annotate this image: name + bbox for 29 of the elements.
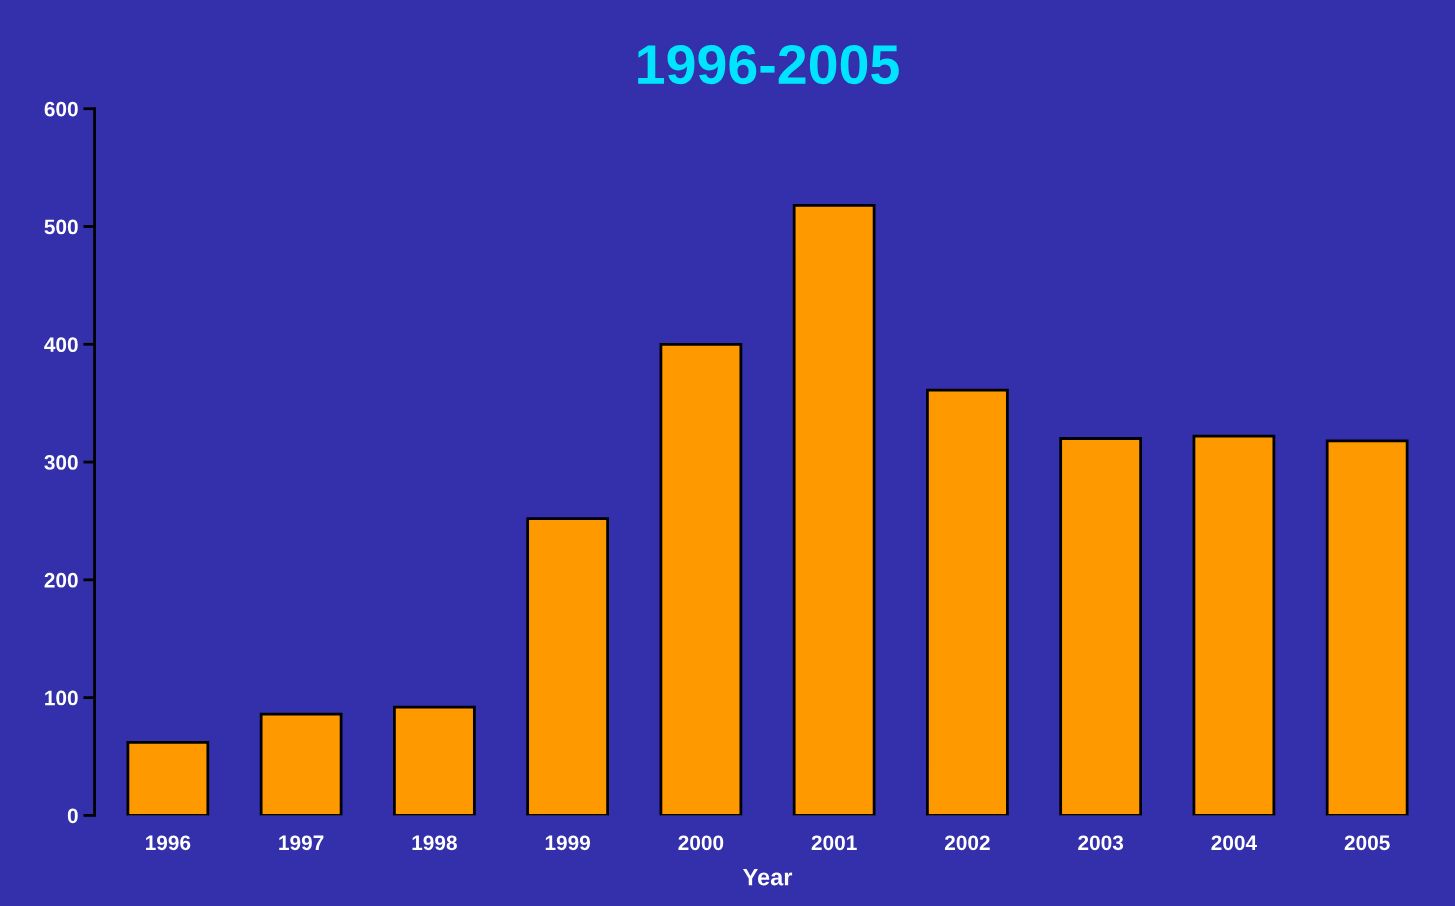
bar bbox=[659, 342, 743, 816]
x-axis-title: Year bbox=[742, 869, 793, 886]
x-tick-label: 2002 bbox=[944, 835, 990, 851]
y-tick-label: 600 bbox=[44, 101, 78, 117]
y-tick-label: 0 bbox=[67, 808, 78, 824]
y-tick-label: 300 bbox=[44, 455, 78, 470]
bar bbox=[526, 517, 609, 816]
bar bbox=[393, 705, 476, 816]
bar bbox=[792, 203, 876, 816]
y-tick-label: 200 bbox=[44, 572, 78, 588]
bar bbox=[926, 388, 1009, 816]
y-tick-label: 400 bbox=[44, 337, 78, 353]
bar bbox=[1059, 437, 1143, 816]
chart-title: 1996-2005 bbox=[638, 44, 899, 85]
x-tick-label: 2005 bbox=[1344, 835, 1390, 851]
bar bbox=[259, 712, 343, 816]
bar bbox=[126, 740, 210, 816]
bar bbox=[1192, 434, 1276, 816]
x-tick-label: 1996 bbox=[146, 835, 191, 851]
bar bbox=[1325, 439, 1409, 816]
x-tick-label: 2001 bbox=[811, 835, 857, 851]
x-tick-label: 1999 bbox=[545, 835, 591, 851]
y-tick-label: 500 bbox=[44, 219, 78, 235]
x-tick-label: 2003 bbox=[1078, 835, 1124, 851]
y-tick-label: 100 bbox=[45, 690, 78, 706]
x-tick-label: 2000 bbox=[678, 835, 724, 851]
x-tick-label: 2004 bbox=[1211, 835, 1257, 851]
x-tick-label: 1998 bbox=[412, 835, 457, 851]
x-tick-label: 1997 bbox=[279, 835, 324, 851]
